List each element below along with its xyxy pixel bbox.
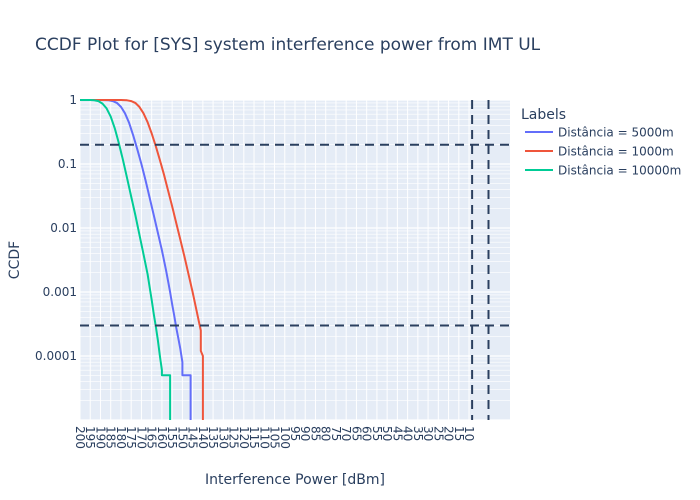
x-tick-label: 90 bbox=[298, 426, 312, 441]
x-tick-label: 130 bbox=[216, 426, 230, 449]
series-line-2 bbox=[80, 99, 204, 420]
x-tick-label: 185 bbox=[104, 426, 118, 449]
y-axis-title: CCDF bbox=[7, 241, 23, 279]
x-tick-label: 155 bbox=[165, 426, 179, 449]
x-tick-label: 50 bbox=[380, 426, 394, 441]
y-tick-label: 0.001 bbox=[43, 285, 77, 299]
x-tick-label: 10 bbox=[462, 426, 476, 441]
x-tick-label: 200 bbox=[73, 426, 87, 449]
x-tick-label: 80 bbox=[319, 426, 333, 441]
legend[interactable]: Labels Distância = 5000m Distância = 100… bbox=[521, 107, 681, 178]
x-tick-labels: 2001951901851801751701651601551501451401… bbox=[73, 426, 476, 449]
x-tick-label: 150 bbox=[175, 426, 189, 449]
x-tick-label: 25 bbox=[431, 426, 445, 441]
y-tick-label: 0.0001 bbox=[35, 349, 77, 363]
x-tick-label: 175 bbox=[124, 426, 138, 449]
y-tick-label: 1 bbox=[69, 93, 77, 107]
x-tick-label: 145 bbox=[186, 426, 200, 449]
x-tick-label: 110 bbox=[257, 426, 271, 449]
x-tick-label: 105 bbox=[268, 426, 282, 449]
x-tick-label: 170 bbox=[134, 426, 148, 449]
x-tick-label: 75 bbox=[329, 426, 343, 441]
legend-label-5000m: Distância = 5000m bbox=[558, 126, 674, 140]
x-tick-label: 140 bbox=[196, 426, 210, 449]
x-tick-label: 190 bbox=[93, 426, 107, 449]
legend-item-1000m[interactable]: Distância = 1000m bbox=[525, 145, 674, 159]
x-tick-label: 125 bbox=[227, 426, 241, 449]
x-tick-label: 60 bbox=[360, 426, 374, 441]
x-axis-title: Interference Power [dBm] bbox=[205, 472, 385, 488]
legend-label-10000m: Distância = 10000m bbox=[558, 164, 681, 178]
series-line-3 bbox=[80, 99, 172, 420]
chart-title: CCDF Plot for [SYS] system interference … bbox=[35, 35, 541, 55]
x-tick-label: 135 bbox=[206, 426, 220, 449]
x-tick-label: 100 bbox=[278, 426, 292, 449]
x-tick-label: 15 bbox=[452, 426, 466, 441]
x-tick-label: 180 bbox=[114, 426, 128, 449]
x-tick-label: 95 bbox=[288, 426, 302, 441]
reference-lines bbox=[80, 100, 510, 420]
x-tick-label: 45 bbox=[390, 426, 404, 441]
x-tick-label: 20 bbox=[442, 426, 456, 441]
series-lines bbox=[80, 99, 204, 420]
x-tick-label: 120 bbox=[237, 426, 251, 449]
x-tick-label: 35 bbox=[411, 426, 425, 441]
series-line-1 bbox=[80, 99, 192, 420]
x-tick-label: 30 bbox=[421, 426, 435, 441]
y-tick-label: 0.01 bbox=[50, 221, 77, 235]
legend-item-5000m[interactable]: Distância = 5000m bbox=[525, 126, 674, 140]
x-tick-label: 55 bbox=[370, 426, 384, 441]
x-tick-label: 195 bbox=[83, 426, 97, 449]
x-tick-label: 85 bbox=[308, 426, 322, 441]
x-tick-label: 160 bbox=[155, 426, 169, 449]
legend-item-10000m[interactable]: Distância = 10000m bbox=[525, 164, 681, 178]
x-tick-label: 65 bbox=[349, 426, 363, 441]
x-tick-label: 115 bbox=[247, 426, 261, 449]
legend-label-1000m: Distância = 1000m bbox=[558, 145, 674, 159]
legend-title: Labels bbox=[521, 107, 566, 123]
x-tick-label: 70 bbox=[339, 426, 353, 441]
y-tick-label: 0.1 bbox=[58, 157, 77, 171]
y-tick-labels: 1 0.1 0.01 0.001 0.0001 bbox=[35, 93, 77, 363]
x-tick-label: 165 bbox=[145, 426, 159, 449]
x-tick-label: 40 bbox=[401, 426, 415, 441]
